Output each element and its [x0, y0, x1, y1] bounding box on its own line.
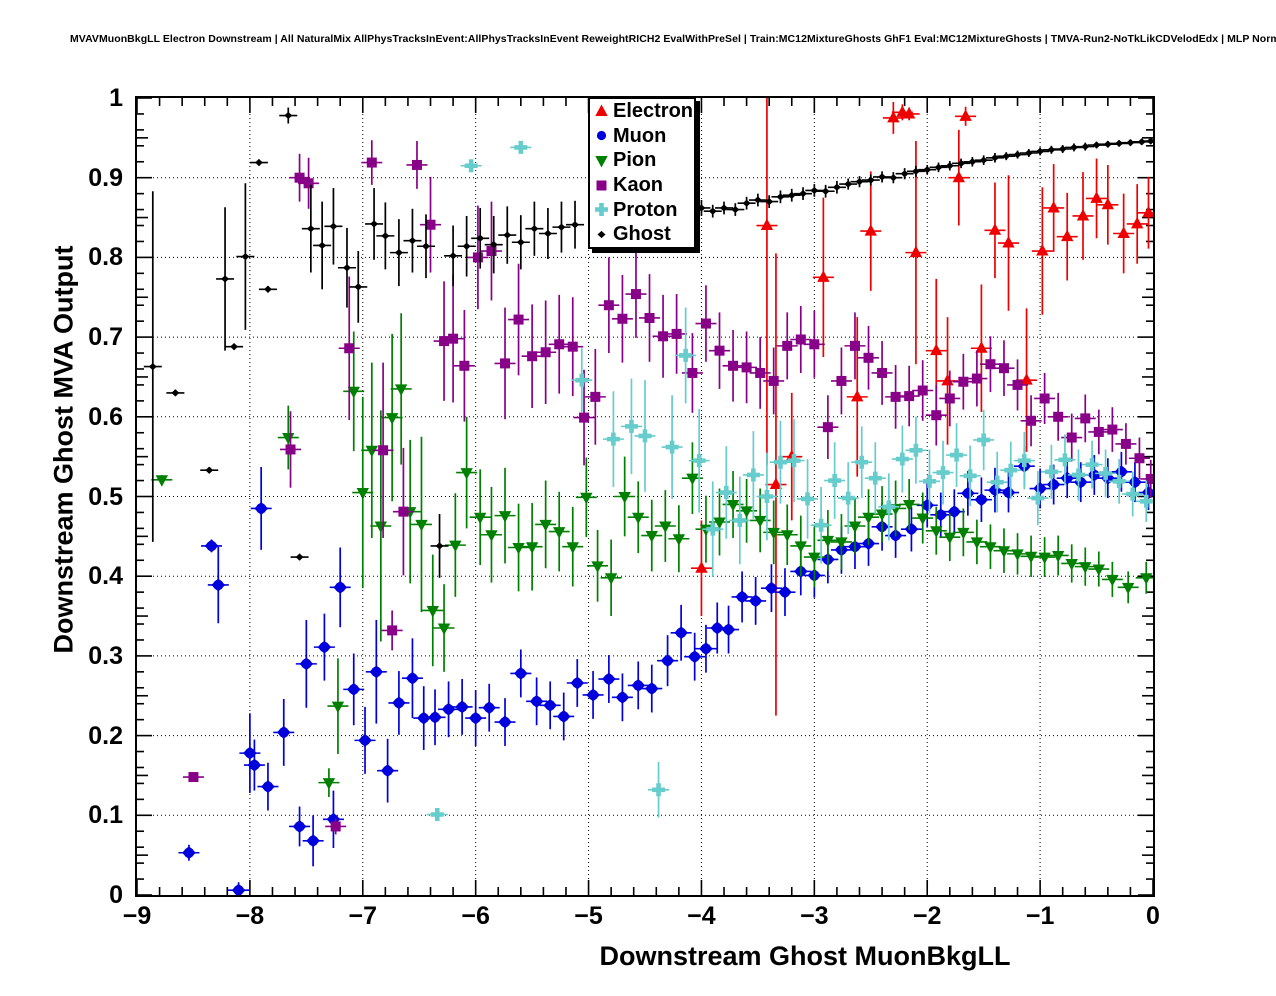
legend-item-muon: Muon: [590, 124, 694, 149]
x-tick-label: −9: [122, 902, 152, 930]
y-tick-label: 0.5: [88, 482, 123, 511]
legend-label: Pion: [613, 149, 657, 172]
legend-label: Electron: [613, 100, 694, 123]
y-tick-label: 1: [109, 84, 123, 112]
plot-title: MVAVMuonBkgLL Electron Downstream | All …: [70, 33, 1276, 45]
series-proton: [426, 140, 1153, 822]
y-tick-label: 0.7: [88, 323, 123, 352]
series-muon: [178, 446, 1153, 895]
triangle-down-icon: [593, 152, 610, 169]
x-tick-label: −2: [912, 902, 942, 930]
y-axis-title: Downstream Ghost MVA Output: [48, 245, 79, 654]
legend-label: Proton: [613, 198, 678, 221]
series-pion: [151, 313, 1153, 797]
square-icon: [593, 177, 610, 194]
circle-icon: [593, 127, 610, 144]
x-tick-label: −8: [235, 902, 265, 930]
x-tick-label: −5: [574, 902, 603, 930]
x-tick-label: −3: [800, 902, 829, 930]
legend: Electron Muon Pion Kaon Proton Ghost: [588, 97, 696, 249]
y-tick-label: 0.8: [88, 243, 123, 272]
x-tick-label: −1: [1025, 902, 1055, 930]
y-tick-label: 0: [109, 881, 123, 909]
legend-item-proton: Proton: [590, 197, 694, 222]
legend-item-kaon: Kaon: [590, 173, 694, 198]
cross-icon: [593, 201, 610, 218]
x-tick-label: −7: [348, 902, 378, 930]
dot-icon: [593, 226, 610, 243]
x-tick-label: −6: [461, 902, 490, 930]
series-kaon: [182, 140, 1153, 835]
x-tick-label: 0: [1146, 902, 1160, 930]
y-tick-label: 0.6: [88, 402, 123, 431]
series-electron: [677, 98, 1153, 716]
y-tick-label: 0.3: [88, 641, 123, 670]
y-tick-label: 0.2: [88, 721, 123, 750]
legend-label: Kaon: [613, 174, 663, 197]
y-tick-label: 0.4: [88, 562, 123, 591]
legend-label: Muon: [613, 124, 667, 147]
y-tick-label: 0.1: [88, 801, 123, 830]
legend-label: Ghost: [613, 223, 671, 246]
triangle-up-icon: [593, 103, 610, 120]
legend-item-ghost: Ghost: [590, 222, 694, 247]
series-ghost: [143, 107, 1153, 578]
legend-item-electron: Electron: [590, 99, 694, 124]
x-tick-label: −4: [687, 902, 716, 930]
y-tick-label: 0.9: [88, 163, 123, 192]
x-axis-title: Downstream Ghost MuonBkgLL: [599, 941, 1011, 971]
legend-item-pion: Pion: [590, 148, 694, 173]
